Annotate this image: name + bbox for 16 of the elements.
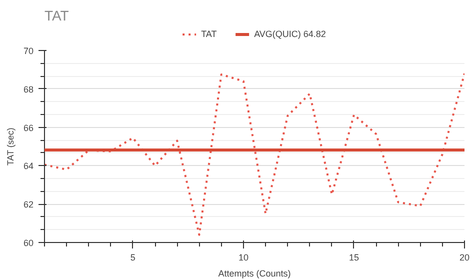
x-tick-label: 10 bbox=[238, 252, 248, 262]
x-tick-label: 15 bbox=[348, 252, 359, 262]
legend-label: AVG(QUIC) 64.82 bbox=[254, 29, 326, 39]
y-tick-label: 66 bbox=[23, 122, 34, 133]
y-tick-label: 70 bbox=[23, 46, 34, 56]
y-tick-label: 60 bbox=[23, 238, 34, 248]
legend-label: TAT bbox=[201, 29, 218, 39]
y-tick-label: 64 bbox=[23, 161, 34, 172]
chart-title: TAT bbox=[44, 8, 70, 24]
line-series bbox=[44, 72, 464, 236]
y-tick-label: 68 bbox=[23, 84, 34, 94]
y-axis-title: TAT (sec) bbox=[5, 128, 16, 166]
x-axis-title: Attempts (Counts) bbox=[218, 268, 291, 278]
x-tick-label: 20 bbox=[459, 252, 470, 262]
x-tick-label: 5 bbox=[130, 252, 136, 262]
y-tick-label: 62 bbox=[23, 200, 34, 210]
